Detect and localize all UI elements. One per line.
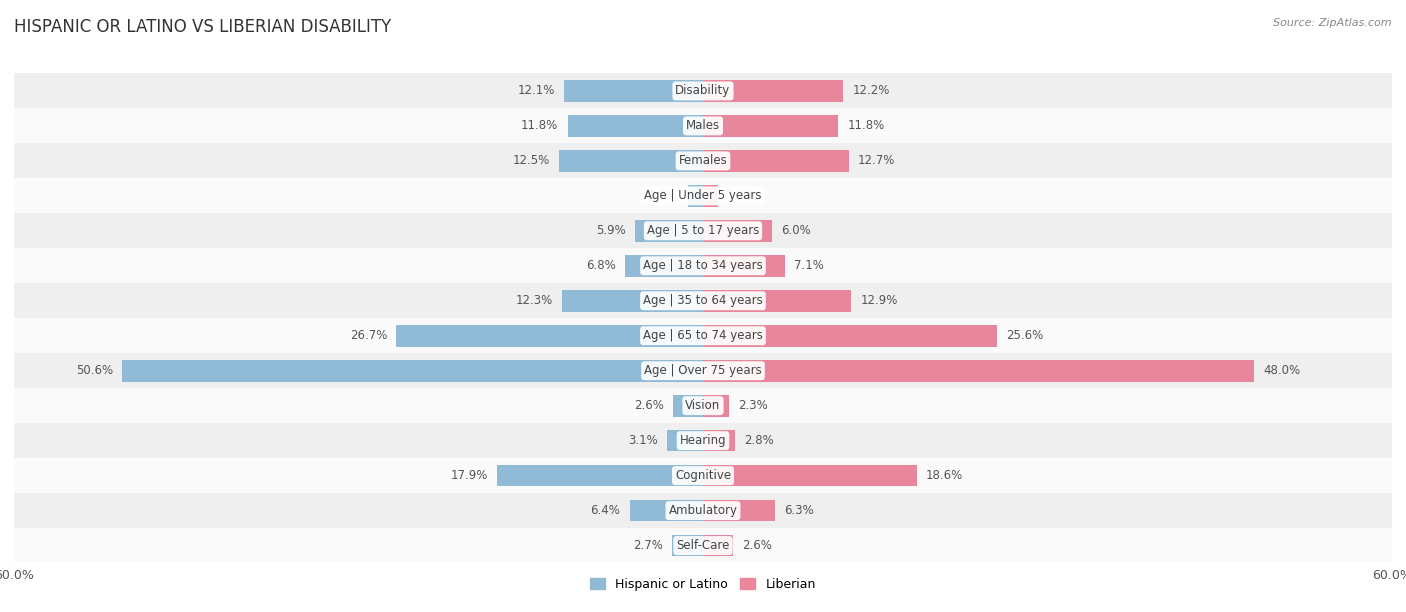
Text: Females: Females	[679, 154, 727, 167]
Text: 11.8%: 11.8%	[848, 119, 884, 132]
Bar	[14, 214, 1392, 248]
Text: 6.0%: 6.0%	[782, 225, 811, 237]
Bar	[703, 255, 785, 277]
Bar	[703, 535, 733, 556]
Bar	[396, 325, 703, 346]
Bar	[703, 80, 844, 102]
Bar	[636, 220, 703, 242]
Bar	[14, 73, 1392, 108]
Bar	[703, 465, 917, 487]
Text: Source: ZipAtlas.com: Source: ZipAtlas.com	[1274, 18, 1392, 28]
Text: 6.8%: 6.8%	[586, 259, 616, 272]
Text: 12.1%: 12.1%	[517, 84, 555, 97]
Text: Disability: Disability	[675, 84, 731, 97]
Bar	[568, 115, 703, 136]
Text: 25.6%: 25.6%	[1007, 329, 1043, 342]
Text: 12.2%: 12.2%	[852, 84, 890, 97]
Text: 3.1%: 3.1%	[628, 434, 658, 447]
Text: Age | 35 to 64 years: Age | 35 to 64 years	[643, 294, 763, 307]
Bar	[14, 353, 1392, 388]
Text: Ambulatory: Ambulatory	[668, 504, 738, 517]
Text: Males: Males	[686, 119, 720, 132]
Bar	[703, 325, 997, 346]
Text: 1.3%: 1.3%	[650, 189, 679, 203]
Text: 18.6%: 18.6%	[925, 469, 963, 482]
Text: 2.7%: 2.7%	[633, 539, 662, 552]
Text: Vision: Vision	[685, 399, 721, 412]
Text: 12.7%: 12.7%	[858, 154, 896, 167]
Bar	[703, 115, 838, 136]
Bar	[498, 465, 703, 487]
Bar	[14, 143, 1392, 178]
Text: 50.6%: 50.6%	[76, 364, 112, 377]
Bar	[14, 423, 1392, 458]
Text: Age | 18 to 34 years: Age | 18 to 34 years	[643, 259, 763, 272]
Text: 12.3%: 12.3%	[516, 294, 553, 307]
Text: Hearing: Hearing	[679, 434, 727, 447]
Bar	[14, 528, 1392, 563]
Text: Self-Care: Self-Care	[676, 539, 730, 552]
Bar	[14, 108, 1392, 143]
Text: 2.6%: 2.6%	[742, 539, 772, 552]
Text: 7.1%: 7.1%	[794, 259, 824, 272]
Bar	[630, 500, 703, 521]
Text: 48.0%: 48.0%	[1264, 364, 1301, 377]
Bar	[122, 360, 703, 381]
Text: 2.3%: 2.3%	[738, 399, 768, 412]
Text: 17.9%: 17.9%	[451, 469, 488, 482]
Legend: Hispanic or Latino, Liberian: Hispanic or Latino, Liberian	[585, 573, 821, 596]
Bar	[14, 178, 1392, 214]
Bar	[703, 430, 735, 452]
Text: 2.8%: 2.8%	[744, 434, 775, 447]
Bar	[688, 185, 703, 207]
Text: 12.9%: 12.9%	[860, 294, 897, 307]
Bar	[14, 283, 1392, 318]
Bar	[703, 360, 1254, 381]
Text: 2.6%: 2.6%	[634, 399, 664, 412]
Bar	[703, 500, 775, 521]
Bar	[703, 290, 851, 312]
Bar	[14, 248, 1392, 283]
Text: Age | 65 to 74 years: Age | 65 to 74 years	[643, 329, 763, 342]
Text: 5.9%: 5.9%	[596, 225, 626, 237]
Text: Age | 5 to 17 years: Age | 5 to 17 years	[647, 225, 759, 237]
Bar	[14, 458, 1392, 493]
Text: HISPANIC OR LATINO VS LIBERIAN DISABILITY: HISPANIC OR LATINO VS LIBERIAN DISABILIT…	[14, 18, 391, 36]
Bar	[703, 185, 718, 207]
Bar	[703, 150, 849, 172]
Bar	[673, 395, 703, 417]
Bar	[14, 493, 1392, 528]
Bar	[624, 255, 703, 277]
Bar	[564, 80, 703, 102]
Bar	[14, 318, 1392, 353]
Bar	[562, 290, 703, 312]
Text: 12.5%: 12.5%	[513, 154, 550, 167]
Bar	[560, 150, 703, 172]
Text: 6.3%: 6.3%	[785, 504, 814, 517]
Text: 26.7%: 26.7%	[350, 329, 387, 342]
Bar	[672, 535, 703, 556]
Text: 6.4%: 6.4%	[591, 504, 620, 517]
Bar	[703, 220, 772, 242]
Text: Cognitive: Cognitive	[675, 469, 731, 482]
Bar	[668, 430, 703, 452]
Text: 1.3%: 1.3%	[727, 189, 756, 203]
Bar	[703, 395, 730, 417]
Text: Age | Over 75 years: Age | Over 75 years	[644, 364, 762, 377]
Bar	[14, 388, 1392, 423]
Text: 11.8%: 11.8%	[522, 119, 558, 132]
Text: Age | Under 5 years: Age | Under 5 years	[644, 189, 762, 203]
